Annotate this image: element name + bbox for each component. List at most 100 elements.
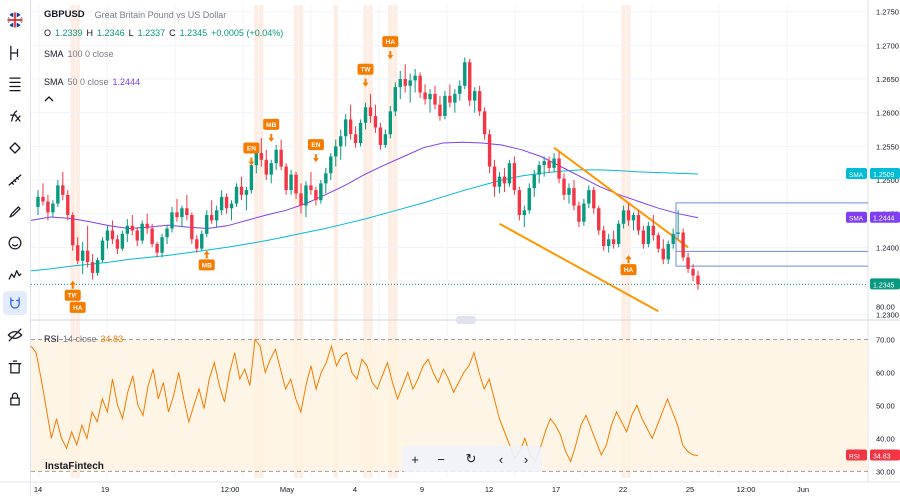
candle: [56, 180, 60, 207]
sma50-value: 1.2444: [112, 77, 141, 87]
legend-collapse-button[interactable]: [44, 95, 54, 103]
candle: [661, 239, 665, 265]
candle: [85, 225, 90, 268]
candle-body: [56, 185, 60, 204]
toolbar-button[interactable]: [3, 387, 27, 411]
close-label: C: [169, 28, 176, 38]
candle: [482, 107, 487, 140]
candle: [408, 73, 412, 103]
toolbar-button[interactable]: [3, 291, 27, 315]
candle-body: [36, 196, 40, 207]
candle: [205, 210, 209, 238]
sma50-legend[interactable]: SMA 50 0 close 1.2444: [44, 77, 140, 87]
brush-icon: [9, 206, 21, 218]
candle-body: [631, 215, 636, 221]
reset-button[interactable]: ↻: [460, 449, 482, 469]
symbol-legend[interactable]: GBPUSD Great Britain Pound vs US Dollar: [44, 9, 226, 20]
candle-body: [309, 185, 313, 191]
toolbar-button[interactable]: [3, 41, 27, 65]
candle: [438, 95, 442, 121]
sma-name-tag-box: [846, 167, 867, 179]
candle: [666, 240, 670, 265]
candle: [587, 185, 591, 209]
toolbar-button[interactable]: [3, 168, 27, 192]
candle-body: [691, 268, 695, 276]
rsi-legend[interactable]: RSI 14 close 34.83: [44, 334, 123, 344]
scroll-left-button[interactable]: ‹: [490, 449, 512, 469]
pattern-marker: HA: [620, 255, 637, 276]
scroll-right-button[interactable]: ›: [515, 449, 537, 469]
open-value: 1.2339: [55, 28, 83, 38]
candle: [234, 183, 239, 207]
candle: [512, 156, 517, 195]
sma100-params: 100 0 close: [67, 49, 114, 59]
candle-body: [348, 119, 353, 135]
price-tick-label: 1.2550: [876, 142, 899, 151]
toolbar-button[interactable]: [3, 231, 27, 255]
toolbar-button[interactable]: [3, 104, 27, 128]
marker-arrow: [312, 154, 319, 163]
rsi-value-tag-box: [870, 449, 900, 461]
candle-body: [135, 230, 139, 241]
candle: [671, 228, 675, 249]
candle-body: [339, 136, 343, 147]
candle: [646, 221, 651, 248]
candle-body: [140, 223, 144, 241]
candle-body: [641, 230, 646, 244]
candle-body: [299, 193, 303, 206]
toolbar-button[interactable]: [3, 200, 27, 224]
candle-body: [507, 163, 512, 184]
candle: [334, 139, 338, 167]
candle: [185, 194, 189, 221]
toolbar-button[interactable]: [3, 8, 27, 32]
candle-body: [71, 215, 75, 246]
candle-body: [577, 205, 581, 222]
candle-body: [522, 210, 527, 216]
candle-body: [453, 93, 457, 103]
zoom-in-button[interactable]: +: [404, 449, 426, 469]
candle: [691, 264, 695, 281]
toolbar-button[interactable]: [3, 323, 27, 347]
candle-body: [353, 134, 358, 143]
candle-body: [463, 62, 467, 86]
candle-body: [443, 95, 447, 117]
candle-body: [229, 203, 234, 209]
candle-body: [358, 122, 363, 143]
pattern-marker: HA: [69, 292, 86, 313]
time-tick-label: 4: [353, 485, 357, 494]
zoom-out-button[interactable]: −: [430, 449, 452, 469]
candle: [383, 129, 388, 148]
candle-body: [219, 196, 224, 211]
candle: [200, 230, 204, 251]
candle: [621, 205, 626, 229]
time-tick-label: 12:00: [737, 485, 756, 494]
toolbar-button[interactable]: [3, 136, 27, 160]
candle: [155, 241, 159, 258]
candle: [353, 126, 358, 148]
candle: [244, 186, 249, 211]
toolbar-button[interactable]: [3, 355, 27, 379]
candle-body: [115, 239, 120, 249]
ohlc-legend: O 1.2339 H 1.2346 L 1.2337 C 1.2345 +0.0…: [44, 28, 283, 38]
fib-icon: [9, 77, 21, 92]
candle-body: [532, 174, 536, 189]
toolbar-button[interactable]: [3, 72, 27, 96]
time-tick-label: 12:00: [221, 485, 240, 494]
candle: [279, 139, 283, 170]
sma50-price-tag-box: [870, 211, 900, 223]
toolbar-button[interactable]: [3, 262, 27, 286]
chart-navigation: [402, 446, 542, 472]
sma-name-tag-box: [846, 211, 867, 223]
candle-body: [403, 79, 407, 86]
candle: [329, 153, 333, 181]
price-tick-label: 1.2300: [876, 311, 899, 320]
candle-body: [472, 91, 477, 101]
sma100-legend[interactable]: SMA 100 0 close: [44, 49, 114, 59]
measure-icon: [8, 174, 22, 186]
marker-badge: [69, 301, 86, 313]
candle-body: [319, 183, 323, 201]
candle: [120, 230, 125, 251]
candle: [656, 232, 661, 253]
trash-icon: [8, 360, 22, 374]
